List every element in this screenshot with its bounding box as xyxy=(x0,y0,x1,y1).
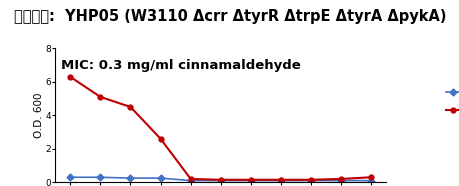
0h xyxy=(188,179,193,182)
0h xyxy=(218,179,223,182)
Line: 18h: 18h xyxy=(67,74,373,182)
18h xyxy=(67,76,73,78)
0h xyxy=(128,177,133,179)
18h xyxy=(218,179,223,181)
18h xyxy=(338,178,343,180)
18h xyxy=(278,179,283,181)
0h xyxy=(157,177,163,179)
18h xyxy=(188,178,193,180)
18h xyxy=(368,176,373,178)
18h xyxy=(308,179,313,181)
0h xyxy=(368,179,373,182)
0h xyxy=(338,179,343,182)
18h xyxy=(128,106,133,108)
0h xyxy=(67,176,73,178)
18h xyxy=(97,96,103,98)
Y-axis label: O.D. 600: O.D. 600 xyxy=(34,93,44,138)
0h xyxy=(308,179,313,182)
0h xyxy=(247,179,253,182)
Legend: 0h, 18h: 0h, 18h xyxy=(442,84,459,120)
Text: 사용균주:  YHP05 (W3110 Δcrr ΔtyrR ΔtrpE ΔtyrA ΔpykA): 사용균주: YHP05 (W3110 Δcrr ΔtyrR ΔtrpE Δtyr… xyxy=(14,9,445,24)
Line: 0h: 0h xyxy=(67,175,373,183)
0h xyxy=(278,179,283,182)
0h xyxy=(97,176,103,178)
Text: MIC: 0.3 mg/ml cinnamaldehyde: MIC: 0.3 mg/ml cinnamaldehyde xyxy=(61,59,300,72)
18h xyxy=(247,179,253,181)
18h xyxy=(157,138,163,140)
